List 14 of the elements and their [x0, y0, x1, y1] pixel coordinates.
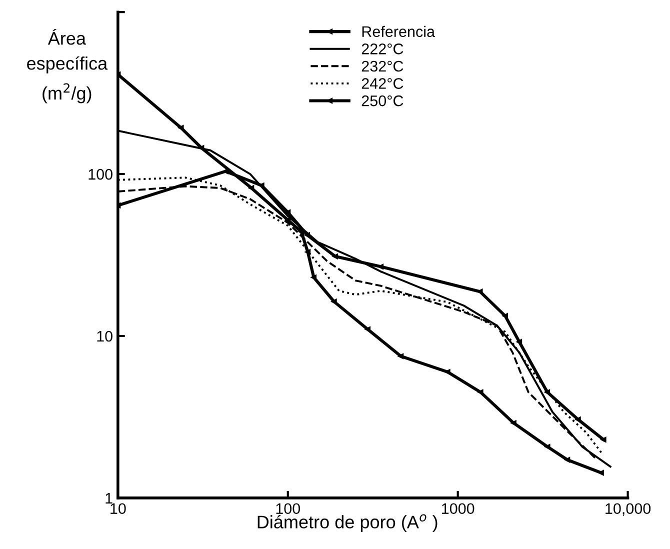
x-tick-label: 10	[110, 503, 126, 514]
y-axis-title: Área específica (m$^{2}$/g)	[27, 28, 108, 104]
legend-label: 242°C	[362, 78, 404, 89]
x-tick-label: 100	[276, 503, 300, 514]
y-tick-label: 1	[106, 492, 112, 504]
x-axis-title: Diámetro de poro (A$^{o}$ )	[258, 514, 438, 532]
x-tick-label: 1000	[442, 503, 474, 514]
legend-label: 222°C	[362, 44, 404, 54]
y-tick-label: 100	[88, 168, 112, 180]
legend-label: Referencia	[362, 26, 436, 38]
x-tick-label: 10,000	[606, 503, 651, 516]
y-tick-label: 10	[97, 330, 112, 342]
legend-label: 250°C	[362, 95, 404, 106]
legend-label: 232°C	[362, 60, 404, 72]
